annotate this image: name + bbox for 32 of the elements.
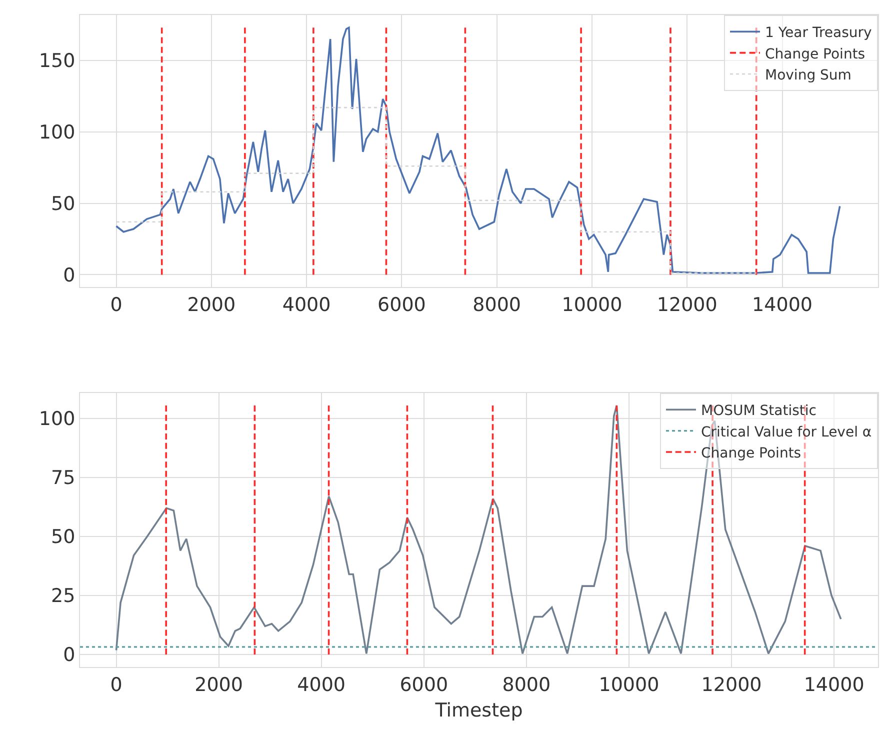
x-tick-label: 12000: [656, 294, 718, 316]
y-tick-label: 25: [51, 585, 76, 608]
x-tick-label: 14000: [804, 674, 864, 696]
y-tick-label: 0: [63, 264, 76, 286]
x-tick-label: 10000: [562, 294, 622, 316]
x-tick-label: 2000: [187, 294, 236, 316]
legend-label: Change Points: [701, 445, 802, 462]
x-tick-label: 8000: [502, 674, 551, 696]
x-tick-label: 8000: [472, 294, 522, 316]
y-tick-label: 75: [51, 467, 76, 490]
legend-label: Change Points: [765, 46, 866, 62]
x-tick-label: 0: [110, 294, 122, 316]
x-tick-label: 4000: [282, 294, 331, 316]
x-tick-label: 12000: [701, 674, 762, 696]
y-tick-label: 0: [63, 644, 76, 666]
x-tick-label: 6000: [378, 294, 426, 316]
y-tick-label: 50: [51, 192, 76, 215]
legend-label: MOSUM Statistic: [701, 403, 816, 420]
x-tick-label: 4000: [297, 674, 346, 696]
x-tick-label: 6000: [400, 674, 448, 696]
x-tick-label: 14000: [752, 294, 813, 316]
legend-label: Critical Value for Level α: [701, 424, 872, 440]
y-tick-label: 100: [38, 408, 76, 430]
legend-label: 1 Year Treasury: [765, 25, 872, 42]
x-tick-label: 10000: [598, 674, 660, 696]
y-tick-label: 100: [38, 122, 76, 144]
y-tick-label: 150: [38, 50, 76, 72]
x-axis-title: Timestep: [434, 700, 523, 722]
x-tick-label: 2000: [194, 674, 243, 696]
y-tick-label: 50: [51, 526, 76, 548]
x-tick-label: 0: [110, 674, 122, 696]
legend-label: Moving Sum: [765, 67, 852, 84]
